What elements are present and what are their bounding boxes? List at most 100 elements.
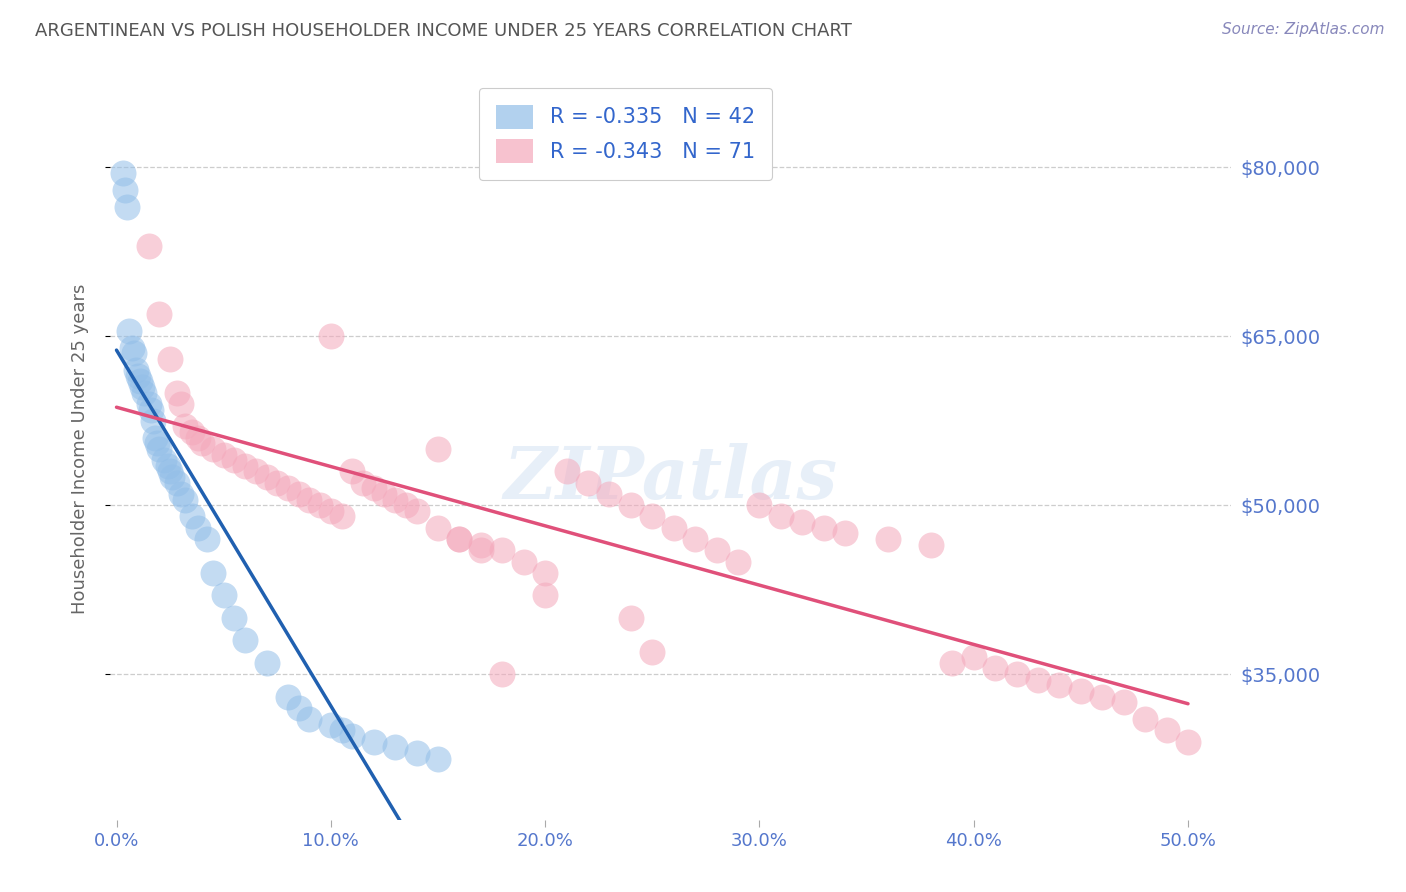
Point bbox=[706, 543, 728, 558]
Point bbox=[449, 532, 471, 546]
Point bbox=[266, 475, 288, 490]
Point bbox=[813, 521, 835, 535]
Point bbox=[363, 734, 385, 748]
Point bbox=[683, 532, 706, 546]
Point bbox=[491, 667, 513, 681]
Point bbox=[1156, 723, 1178, 738]
Point bbox=[191, 436, 214, 450]
Point bbox=[395, 498, 418, 512]
Point bbox=[984, 661, 1007, 675]
Point bbox=[122, 346, 145, 360]
Point bbox=[373, 487, 395, 501]
Point bbox=[426, 521, 449, 535]
Point bbox=[319, 504, 342, 518]
Point bbox=[963, 650, 986, 665]
Point bbox=[139, 402, 162, 417]
Point bbox=[148, 307, 170, 321]
Point bbox=[512, 554, 534, 568]
Point bbox=[118, 324, 141, 338]
Point bbox=[342, 465, 364, 479]
Point bbox=[620, 611, 643, 625]
Point bbox=[170, 487, 193, 501]
Point bbox=[174, 419, 197, 434]
Point bbox=[174, 492, 197, 507]
Point bbox=[187, 521, 209, 535]
Point bbox=[166, 385, 188, 400]
Point bbox=[470, 543, 492, 558]
Text: Source: ZipAtlas.com: Source: ZipAtlas.com bbox=[1222, 22, 1385, 37]
Point bbox=[287, 701, 309, 715]
Point bbox=[115, 200, 138, 214]
Point bbox=[201, 566, 224, 580]
Point bbox=[233, 633, 256, 648]
Point bbox=[384, 740, 406, 755]
Text: ZIPatlas: ZIPatlas bbox=[503, 443, 838, 514]
Point bbox=[330, 723, 353, 738]
Point bbox=[920, 538, 942, 552]
Point bbox=[277, 690, 299, 704]
Point bbox=[195, 532, 218, 546]
Point bbox=[187, 431, 209, 445]
Point bbox=[212, 448, 235, 462]
Point bbox=[287, 487, 309, 501]
Point bbox=[620, 498, 643, 512]
Point bbox=[170, 397, 193, 411]
Point bbox=[256, 656, 278, 670]
Y-axis label: Householder Income Under 25 years: Householder Income Under 25 years bbox=[72, 284, 89, 614]
Point bbox=[129, 375, 152, 389]
Point bbox=[534, 566, 557, 580]
Point bbox=[727, 554, 749, 568]
Point bbox=[138, 397, 160, 411]
Point bbox=[142, 414, 165, 428]
Point bbox=[384, 492, 406, 507]
Point bbox=[1177, 734, 1199, 748]
Point bbox=[641, 644, 664, 658]
Point bbox=[792, 515, 814, 529]
Point bbox=[298, 492, 321, 507]
Text: ARGENTINEAN VS POLISH HOUSEHOLDER INCOME UNDER 25 YEARS CORRELATION CHART: ARGENTINEAN VS POLISH HOUSEHOLDER INCOME… bbox=[35, 22, 852, 40]
Point bbox=[298, 712, 321, 726]
Point bbox=[426, 442, 449, 456]
Point bbox=[156, 458, 179, 473]
Point bbox=[319, 717, 342, 731]
Point bbox=[256, 470, 278, 484]
Point bbox=[131, 380, 153, 394]
Point bbox=[111, 166, 134, 180]
Point bbox=[598, 487, 620, 501]
Point bbox=[748, 498, 770, 512]
Point bbox=[662, 521, 685, 535]
Point bbox=[201, 442, 224, 456]
Point bbox=[146, 436, 169, 450]
Point bbox=[160, 470, 183, 484]
Point bbox=[166, 475, 188, 490]
Point bbox=[152, 453, 174, 467]
Point bbox=[159, 465, 181, 479]
Point bbox=[363, 481, 385, 495]
Point bbox=[1133, 712, 1156, 726]
Point bbox=[405, 746, 427, 760]
Point bbox=[180, 509, 202, 524]
Point bbox=[224, 611, 246, 625]
Point bbox=[449, 532, 471, 546]
Point bbox=[352, 475, 374, 490]
Point bbox=[877, 532, 900, 546]
Point bbox=[576, 475, 599, 490]
Point bbox=[180, 425, 202, 439]
Point bbox=[134, 385, 156, 400]
Point bbox=[1026, 673, 1049, 687]
Point bbox=[125, 363, 148, 377]
Point bbox=[470, 538, 492, 552]
Point bbox=[138, 239, 160, 253]
Point bbox=[1112, 695, 1135, 709]
Point bbox=[233, 458, 256, 473]
Point bbox=[319, 329, 342, 343]
Point bbox=[224, 453, 246, 467]
Point bbox=[1091, 690, 1114, 704]
Point bbox=[405, 504, 427, 518]
Point bbox=[555, 465, 578, 479]
Point bbox=[121, 341, 143, 355]
Point bbox=[769, 509, 792, 524]
Point bbox=[127, 368, 149, 383]
Point bbox=[1047, 678, 1070, 692]
Point bbox=[834, 526, 856, 541]
